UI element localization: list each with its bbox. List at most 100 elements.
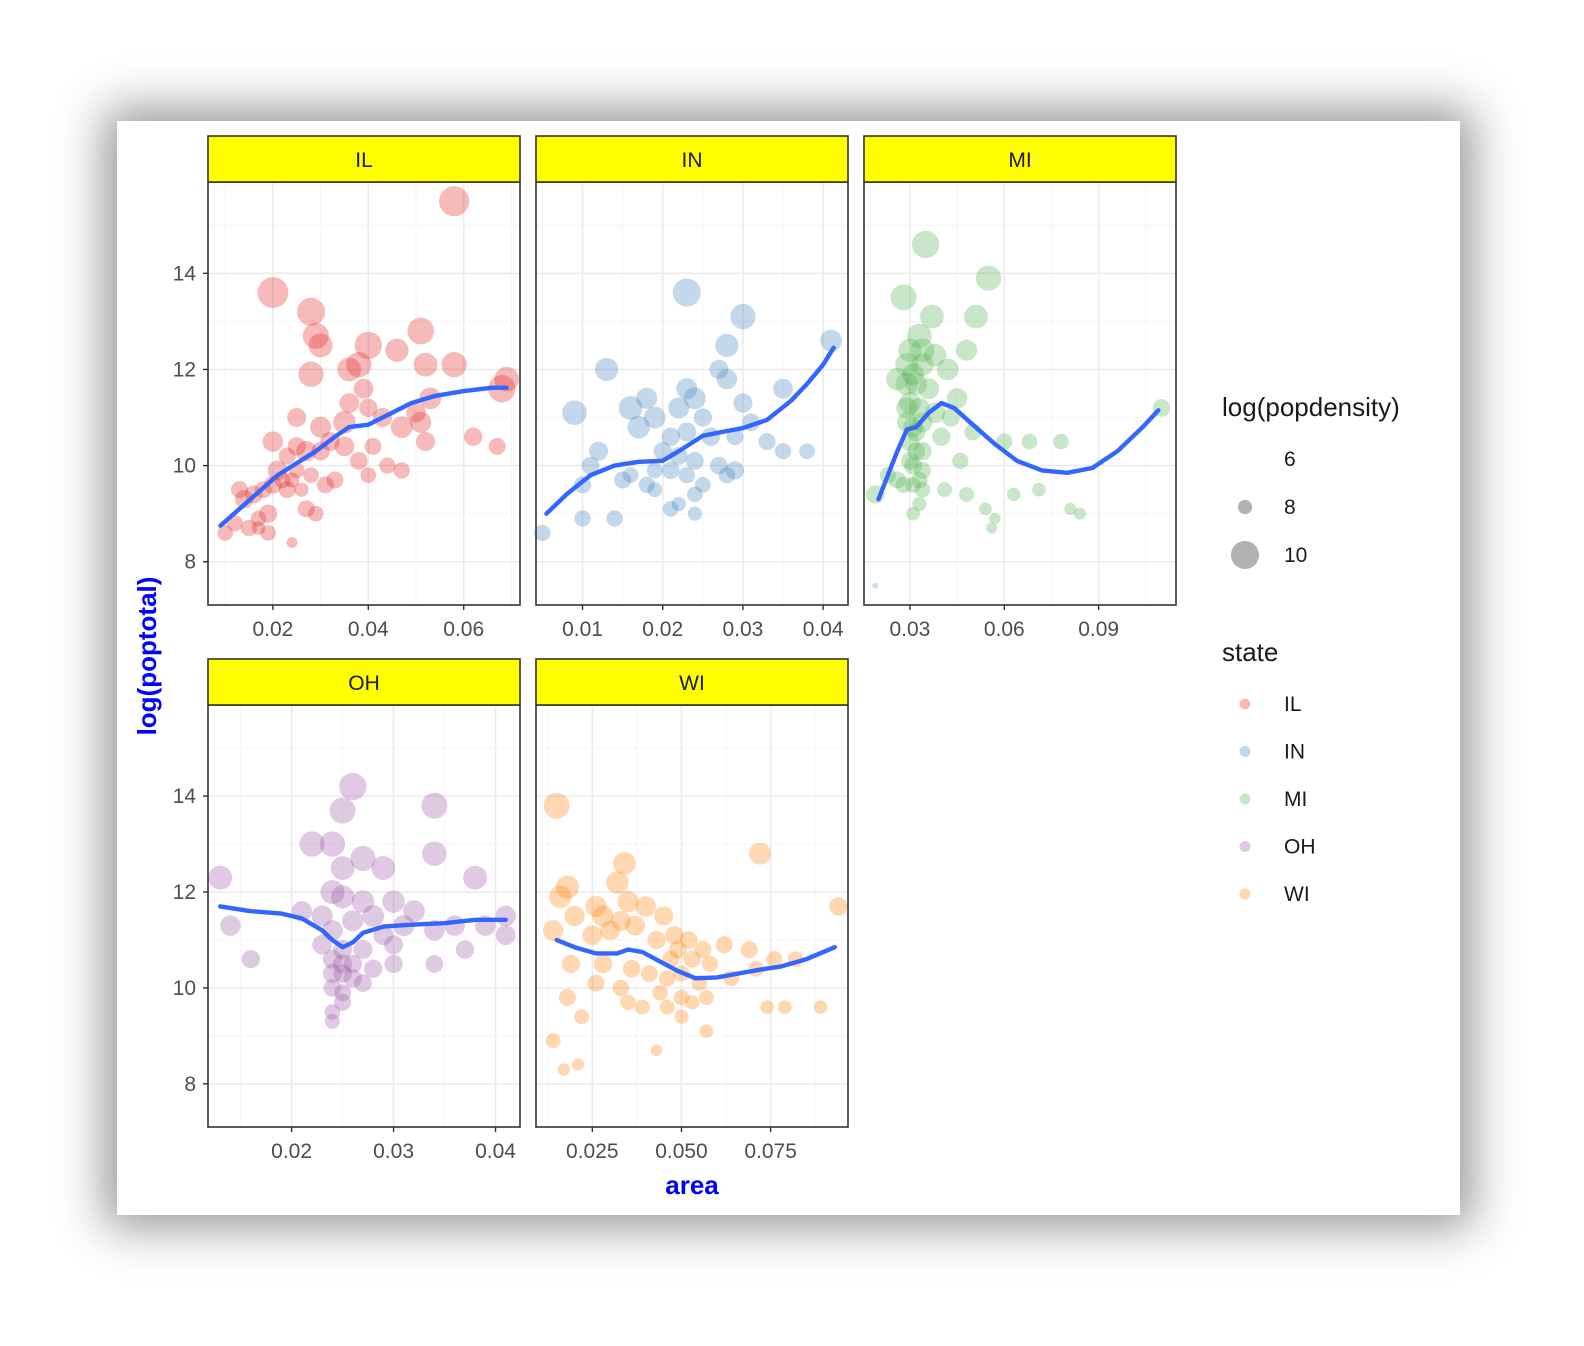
data-point [647, 482, 663, 498]
data-point [371, 856, 396, 881]
data-point [421, 792, 448, 819]
size-legend-label: 8 [1284, 496, 1296, 519]
data-point [311, 905, 333, 927]
y-tick-label: 8 [184, 551, 196, 574]
data-point [906, 506, 920, 521]
data-point [678, 467, 695, 484]
data-point [963, 304, 988, 329]
data-point [959, 486, 975, 502]
strip-in [535, 135, 849, 183]
data-point [936, 358, 959, 381]
data-point [758, 433, 776, 451]
x-tick-label: 0.06 [443, 618, 484, 641]
data-point [571, 1058, 585, 1071]
data-point [354, 974, 372, 993]
data-point [622, 959, 641, 978]
color-legend-key-il [1239, 698, 1251, 710]
data-point [407, 317, 435, 345]
data-point [872, 582, 879, 589]
smooth-line-oh [218, 904, 508, 950]
data-point [217, 525, 234, 541]
data-point [350, 845, 376, 872]
data-point [686, 486, 703, 503]
data-point [701, 955, 719, 973]
data-point [464, 427, 483, 446]
data-point [364, 437, 382, 455]
color-legend-key-wi [1239, 888, 1251, 900]
data-point [635, 896, 657, 917]
data-point [362, 905, 385, 927]
data-point [634, 999, 650, 1015]
data-point [910, 338, 935, 363]
data-point [694, 941, 712, 959]
data-point [748, 842, 771, 865]
strip-wi [535, 658, 849, 706]
data-point [774, 443, 792, 460]
smooth-line-wi [554, 937, 837, 981]
color-legend-label: MI [1284, 788, 1307, 811]
panels-layer: IL 0.02 0.04 0.06 8 10 12 14 IN 0.01 0.02 0.03 0.04 M… [173, 135, 1177, 1163]
data-point [574, 1009, 590, 1025]
data-point [907, 323, 932, 349]
data-point [698, 990, 714, 1006]
data-point [1032, 482, 1046, 497]
data-point [946, 388, 968, 409]
data-point [1006, 487, 1021, 502]
data-point [494, 366, 519, 392]
data-point [886, 367, 909, 391]
data-point [534, 524, 551, 542]
data-point [610, 910, 631, 931]
data-point [264, 475, 282, 494]
data-point [562, 400, 587, 426]
x-tick-label: 0.04 [803, 618, 844, 641]
data-point [422, 841, 447, 866]
data-point [685, 995, 700, 1010]
data-point [643, 406, 666, 429]
data-point [941, 408, 961, 427]
data-point [913, 441, 932, 461]
data-point [659, 999, 675, 1015]
data-point [955, 339, 978, 361]
data-point [617, 891, 639, 913]
data-point [606, 871, 629, 894]
data-point [324, 1014, 340, 1029]
data-point [911, 230, 940, 259]
data-point [911, 471, 928, 489]
data-point [733, 393, 753, 413]
panel-background [536, 705, 848, 1127]
x-tick-label: 0.050 [655, 1140, 708, 1163]
data-point [709, 359, 729, 380]
data-point [668, 397, 690, 419]
data-point [661, 461, 680, 480]
data-point [671, 496, 686, 512]
data-point [278, 481, 296, 499]
data-point [339, 772, 367, 801]
color-legend-key-in [1239, 746, 1251, 757]
y-tick-label: 8 [184, 1073, 196, 1096]
data-point [923, 343, 947, 367]
data-point [363, 959, 383, 978]
data-point [594, 357, 619, 382]
data-point [587, 974, 605, 992]
panel-wi: WI 0.025 0.050 0.075 [535, 658, 849, 1163]
data-point [989, 512, 1001, 525]
data-point [425, 955, 444, 973]
data-point [647, 930, 666, 950]
color-legend-key-oh [1239, 841, 1251, 852]
data-point [379, 457, 396, 474]
data-point [323, 979, 342, 997]
x-tick-label: 0.02 [642, 618, 683, 641]
data-point [298, 361, 324, 387]
data-point [326, 471, 344, 489]
data-point [235, 490, 254, 509]
y-tick-label: 10 [173, 977, 196, 1000]
data-point [820, 329, 843, 352]
data-point [542, 920, 564, 941]
x-tick-label: 0.03 [373, 1140, 414, 1163]
data-point [410, 411, 432, 433]
data-point [640, 965, 658, 983]
data-point [463, 865, 488, 890]
data-point [593, 954, 613, 974]
data-point [716, 368, 738, 390]
data-point [1064, 502, 1077, 515]
